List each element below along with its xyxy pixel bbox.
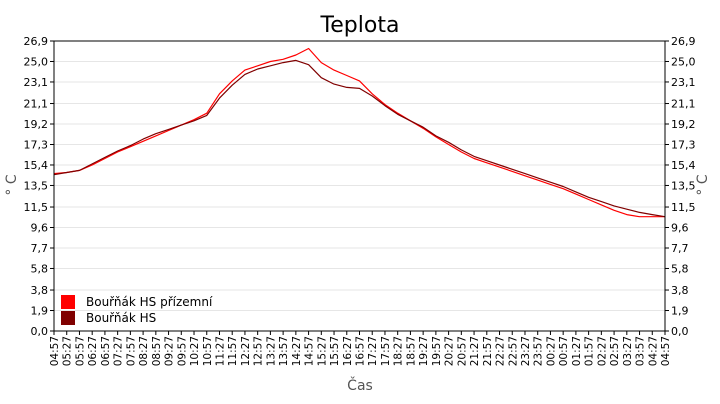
grid [54, 40, 665, 332]
x-tick-label: 01:57 [584, 336, 596, 366]
x-tick-label: 04:27 [647, 336, 659, 366]
y-tick-label-right: 3,8 [671, 284, 689, 297]
y-tick-label-left: 15,4 [24, 159, 49, 172]
x-tick-label: 03:57 [635, 336, 647, 366]
x-tick-label: 19:57 [431, 336, 443, 366]
y-tick-label-right: 5,8 [671, 262, 689, 275]
x-tick-label: 15:57 [329, 336, 341, 366]
x-tick-label: 02:27 [596, 336, 608, 366]
x-tick-label: 09:27 [164, 336, 176, 366]
y-axis-title-left: ° C [4, 174, 20, 195]
x-tick-label: 18:27 [393, 336, 405, 366]
y-tick-label-right: 1,9 [671, 305, 689, 318]
x-axis-title: Čas [347, 376, 373, 394]
y-tick-label-left: 26,9 [24, 35, 49, 48]
x-tick-label: 04:57 [660, 336, 672, 366]
y-tick-label-left: 3,8 [31, 284, 49, 297]
x-tick-label: 14:27 [291, 336, 303, 366]
x-tick-label: 08:57 [151, 336, 163, 366]
x-tick-label: 21:57 [482, 336, 494, 366]
y-tick-label-right: 15,4 [671, 159, 696, 172]
x-tick-label: 13:57 [278, 336, 290, 366]
x-tick-label: 16:57 [355, 336, 367, 366]
x-tick-label: 11:57 [227, 336, 239, 366]
x-tick-label: 08:27 [138, 336, 150, 366]
x-tick-label: 06:57 [100, 336, 112, 366]
y-tick-label-left: 25,0 [24, 55, 49, 68]
x-tick-label: 17:27 [367, 336, 379, 366]
x-tick-label: 09:57 [176, 336, 188, 366]
y-tick-label-right: 25,0 [671, 55, 696, 68]
y-axis-right: 26,9 25,0 23,1 21,1 19,2 17,3 15,4 13,5 11,5 9,6 7… [665, 35, 696, 338]
y-tick-label-left: 9,6 [31, 222, 49, 235]
x-tick-label: 10:27 [189, 336, 201, 366]
y-tick-label-right: 17,3 [671, 138, 696, 151]
x-tick-label: 12:57 [253, 336, 265, 366]
y-tick-label-right: 7,7 [671, 242, 689, 255]
x-tick-label: 05:57 [74, 336, 86, 366]
x-tick-label: 03:27 [622, 336, 634, 366]
y-tick-label-left: 1,9 [31, 305, 49, 318]
x-tick-label: 16:27 [342, 336, 354, 366]
y-tick-label-right: 26,9 [671, 35, 696, 48]
y-tick-label-right: 11,5 [671, 201, 696, 214]
y-tick-label-right: 9,6 [671, 222, 689, 235]
y-tick-label-left: 21,1 [24, 98, 49, 111]
x-tick-label: 18:57 [405, 336, 417, 366]
x-tick-label: 00:57 [558, 336, 570, 366]
x-tick-label: 19:27 [418, 336, 430, 366]
x-tick-label: 11:27 [214, 336, 226, 366]
x-tick-label: 14:57 [304, 336, 316, 366]
y-tick-label-left: 19,2 [24, 118, 49, 131]
series-line-1 [53, 59, 666, 218]
x-tick-label: 04:57 [49, 336, 61, 366]
y-tick-label-left: 13,5 [24, 179, 49, 192]
x-tick-label: 07:57 [125, 336, 137, 366]
x-tick-label: 06:27 [87, 336, 99, 366]
y-axis-title-right: ° C [695, 174, 711, 195]
y-tick-label-right: 23,1 [671, 76, 696, 89]
x-tick-label: 21:27 [469, 336, 481, 366]
y-tick-label-left: 0,0 [31, 325, 49, 338]
x-tick-label: 15:27 [316, 336, 328, 366]
series-layer [53, 47, 666, 218]
y-tick-label-right: 19,2 [671, 118, 696, 131]
legend-label-0: Bouřňák HS přízemní [86, 295, 213, 309]
x-axis: 04:57 05:27 05:57 06:27 06:57 07:27 07:57 08:27… [49, 331, 672, 366]
legend-swatch-0 [61, 295, 75, 309]
x-tick-label: 12:27 [240, 336, 252, 366]
x-tick-label: 13:27 [265, 336, 277, 366]
x-tick-label: 22:57 [507, 336, 519, 366]
y-tick-label-right: 13,5 [671, 179, 696, 192]
x-tick-label: 22:27 [495, 336, 507, 366]
y-tick-label-left: 11,5 [24, 201, 49, 214]
x-tick-label: 01:27 [571, 336, 583, 366]
x-tick-label: 20:27 [444, 336, 456, 366]
x-tick-label: 23:27 [520, 336, 532, 366]
plot-frame [53, 40, 666, 332]
series-line-0 [53, 47, 665, 218]
y-tick-label-left: 23,1 [24, 76, 49, 89]
x-tick-label: 10:57 [202, 336, 214, 366]
y-tick-label-left: 7,7 [31, 242, 49, 255]
x-tick-label: 20:57 [456, 336, 468, 366]
y-tick-label-right: 0,0 [671, 325, 689, 338]
x-tick-label: 07:27 [113, 336, 125, 366]
x-tick-label: 02:57 [609, 336, 621, 366]
x-tick-label: 17:57 [380, 336, 392, 366]
legend-swatch-1 [61, 311, 75, 325]
x-tick-label: 05:27 [62, 336, 74, 366]
x-tick-label: 00:27 [545, 336, 557, 366]
y-tick-label-right: 21,1 [671, 98, 696, 111]
chart-title: Teplota [320, 13, 400, 38]
y-tick-label-left: 17,3 [24, 138, 49, 151]
y-axis-left: 26,9 25,0 23,1 21,1 19,2 17,3 15,4 13,5 11,5 9,6 7… [24, 35, 54, 338]
y-tick-label-left: 5,8 [31, 262, 49, 275]
legend: Bouřňák HS přízemní Bouřňák HS [61, 295, 213, 325]
x-tick-label: 23:57 [533, 336, 545, 366]
legend-label-1: Bouřňák HS [86, 311, 156, 325]
